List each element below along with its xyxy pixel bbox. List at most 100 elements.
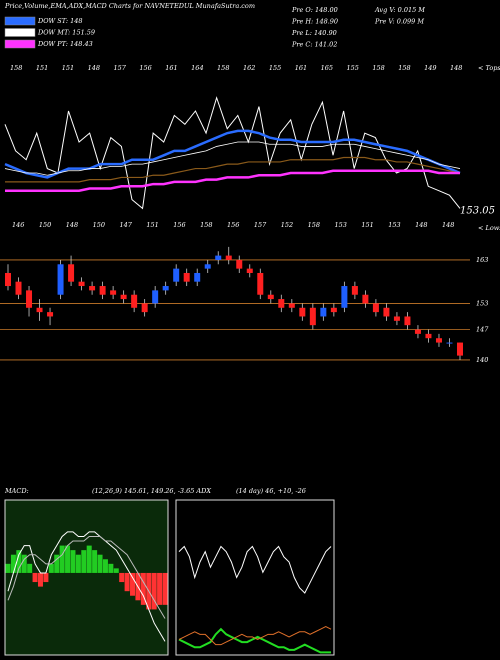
low-label: 150 (93, 221, 105, 229)
legend-label: DOW PT: 148.43 (37, 40, 93, 48)
info-text: Pre H: 148.90 (291, 18, 338, 26)
macd-bar (10, 554, 16, 573)
low-note: < Lows (478, 224, 500, 232)
adx-line (178, 626, 332, 646)
info-text: Pre L: 140.90 (291, 29, 337, 37)
macd-bar (32, 572, 38, 583)
price-line (5, 156, 461, 183)
macd-params: (12,26,9) 145.61, 149.26, -3.65 ADX (92, 487, 211, 495)
info-text: Avg V: 0.015 M (374, 6, 425, 14)
info-text: Pre O: 148.00 (291, 6, 338, 14)
low-label: 153 (335, 221, 347, 229)
candle-body (330, 307, 337, 313)
top-label: 158 (217, 64, 229, 72)
candle-body (78, 281, 85, 287)
top-label: 151 (62, 64, 74, 72)
candle-body (446, 342, 453, 344)
candle-body (99, 286, 106, 295)
macd-bar (124, 572, 130, 592)
candle-body (215, 255, 222, 260)
candle-body (414, 329, 421, 334)
adx-label: (14 day) 46, +10, -26 (236, 487, 306, 495)
candle-body (299, 307, 306, 317)
candle-body (47, 312, 54, 317)
top-label: 158 (10, 64, 22, 72)
candle-body (435, 338, 442, 343)
macd-bar (81, 550, 87, 573)
price-line (4, 96, 461, 210)
low-label: 152 (281, 221, 293, 229)
top-label: 148 (88, 64, 100, 72)
candle-body (267, 294, 274, 300)
top-label: 156 (139, 64, 151, 72)
candle-body (120, 294, 127, 300)
top-label: 149 (424, 64, 436, 72)
macd-bar (151, 572, 157, 610)
y-tick-label: 147 (476, 326, 489, 334)
macd-line (7, 535, 166, 619)
macd-bar (108, 563, 114, 573)
candle-body (309, 307, 316, 326)
candle-body (194, 272, 201, 282)
macd-bar (70, 550, 76, 573)
top-label: 165 (321, 64, 333, 72)
candle-body (383, 307, 390, 317)
macd-bar (27, 563, 33, 573)
legend-swatch (4, 16, 36, 26)
price-line (4, 129, 461, 179)
macd-line (7, 531, 166, 642)
low-label: 151 (146, 221, 158, 229)
candle-body (362, 294, 369, 304)
candle-body (152, 290, 159, 304)
macd-bar (54, 554, 60, 573)
candle-body (225, 255, 232, 260)
macd-bar (130, 572, 136, 596)
candle-body (351, 286, 358, 295)
low-label: 148 (415, 221, 427, 229)
macd-bar (43, 572, 49, 583)
low-label: 148 (66, 221, 78, 229)
candle-body (341, 286, 348, 308)
price-line (5, 169, 460, 192)
low-label: 156 (173, 221, 185, 229)
low-label: 158 (308, 221, 320, 229)
top-label: 155 (269, 64, 281, 72)
macd-bar (48, 563, 54, 573)
candle-body (26, 290, 33, 308)
macd-bar (113, 568, 119, 573)
candle-body (320, 307, 327, 317)
candle-body (246, 268, 253, 273)
macd-bar (75, 554, 81, 573)
macd-bar (37, 572, 43, 587)
low-label: 153 (388, 221, 400, 229)
top-label: 162 (243, 64, 255, 72)
top-label: 148 (450, 64, 462, 72)
candle-body (404, 316, 411, 326)
last-price-label: 153.05 (460, 206, 495, 217)
macd-bar (86, 545, 92, 573)
legend-swatch (4, 28, 36, 37)
candle-body (183, 272, 190, 282)
candle-body (68, 264, 75, 282)
macd-bar (16, 550, 22, 573)
y-tick-label: 163 (476, 256, 488, 264)
candle-body (393, 316, 400, 321)
top-label: 157 (114, 64, 127, 72)
macd-bar (119, 572, 125, 583)
price-line (4, 141, 461, 176)
candle-body (57, 264, 64, 295)
candle-body (457, 342, 463, 356)
info-text: Pre C: 141.02 (291, 41, 337, 49)
macd-label: MACD: (4, 487, 29, 495)
candle-body (173, 268, 180, 282)
adx-line (178, 545, 332, 594)
top-label: 158 (398, 64, 410, 72)
low-label: 148 (442, 221, 454, 229)
candle-body (89, 286, 96, 291)
low-label: 157 (254, 221, 267, 229)
y-tick-label: 153 (476, 299, 488, 307)
candle-body (257, 272, 264, 295)
macd-bar (59, 545, 65, 573)
low-label: 156 (227, 221, 239, 229)
